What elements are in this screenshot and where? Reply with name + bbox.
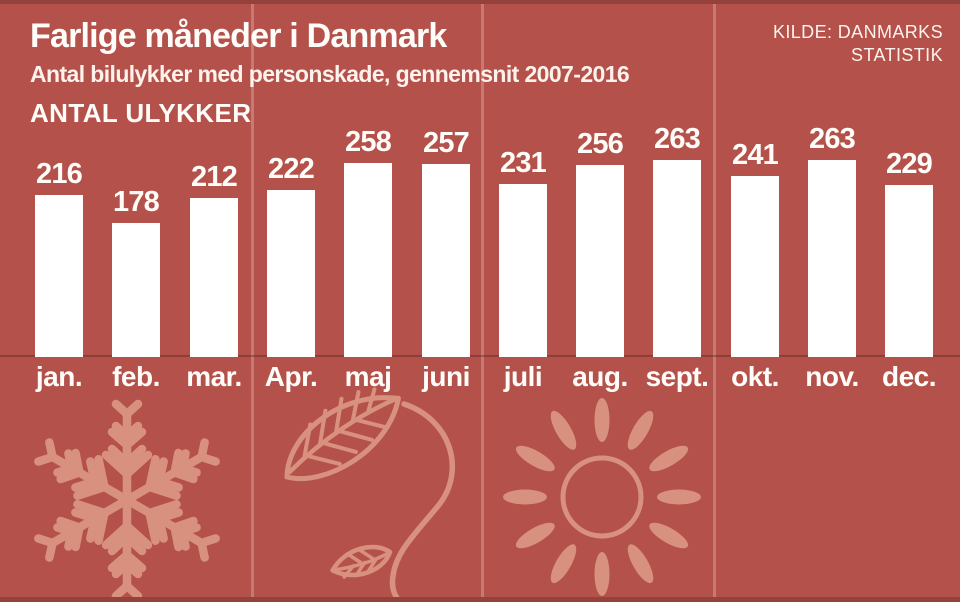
source-credit: KILDE: DANMARKS STATISTIK [773, 21, 943, 67]
bar-value-label: 241 [732, 139, 779, 171]
bar [653, 160, 701, 357]
chart-baseline [0, 355, 960, 357]
source-line-1: KILDE: DANMARKS [772, 22, 943, 42]
bar [267, 190, 315, 357]
bar [422, 164, 470, 357]
bar [190, 198, 238, 357]
bar-value-label: 258 [345, 126, 392, 158]
month-label: juli [503, 361, 543, 392]
chart-subtitle: Antal bilulykker med personskade, gennem… [30, 61, 630, 87]
month-label: juni [422, 361, 470, 392]
panel-divider [481, 4, 484, 597]
panel-divider [713, 4, 716, 597]
month-label: nov. [805, 361, 859, 392]
source-line-2: STATISTIK [851, 45, 943, 65]
y-axis-label: ANTAL ULYKKER [30, 98, 252, 128]
bar [885, 185, 933, 357]
month-label: sept. [645, 361, 709, 392]
bar [576, 165, 624, 357]
sprout-leaf-icon [284, 387, 455, 602]
bar-value-label: 212 [191, 161, 238, 193]
month-label: feb. [112, 361, 160, 392]
month-label: aug. [572, 361, 628, 392]
bar [808, 160, 856, 357]
top-border [0, 0, 960, 4]
sun-icon [503, 398, 701, 596]
snowflake-icon [33, 404, 220, 596]
bar [499, 184, 547, 357]
bar [344, 163, 392, 357]
bar-value-label: 178 [113, 186, 160, 218]
bar [112, 223, 160, 357]
month-label: mar. [186, 361, 242, 392]
bar-value-label: 229 [886, 148, 933, 180]
bar-value-label: 263 [654, 123, 701, 155]
bar-value-label: 231 [500, 147, 547, 179]
bar-value-label: 216 [36, 158, 83, 190]
month-label: maj [344, 361, 392, 392]
bottom-border [0, 597, 960, 602]
bar [731, 176, 779, 357]
month-label: jan. [35, 361, 83, 392]
bar [35, 195, 83, 357]
month-label: okt. [731, 361, 779, 392]
bar-value-label: 222 [268, 153, 315, 185]
panel-divider [251, 4, 254, 597]
page-title: Farlige måneder i Danmark [30, 17, 447, 55]
bar-value-label: 256 [577, 128, 624, 160]
bar-value-label: 263 [809, 123, 856, 155]
month-label: dec. [881, 361, 937, 392]
month-label: Apr. [264, 361, 318, 392]
bar-value-label: 257 [423, 127, 470, 159]
